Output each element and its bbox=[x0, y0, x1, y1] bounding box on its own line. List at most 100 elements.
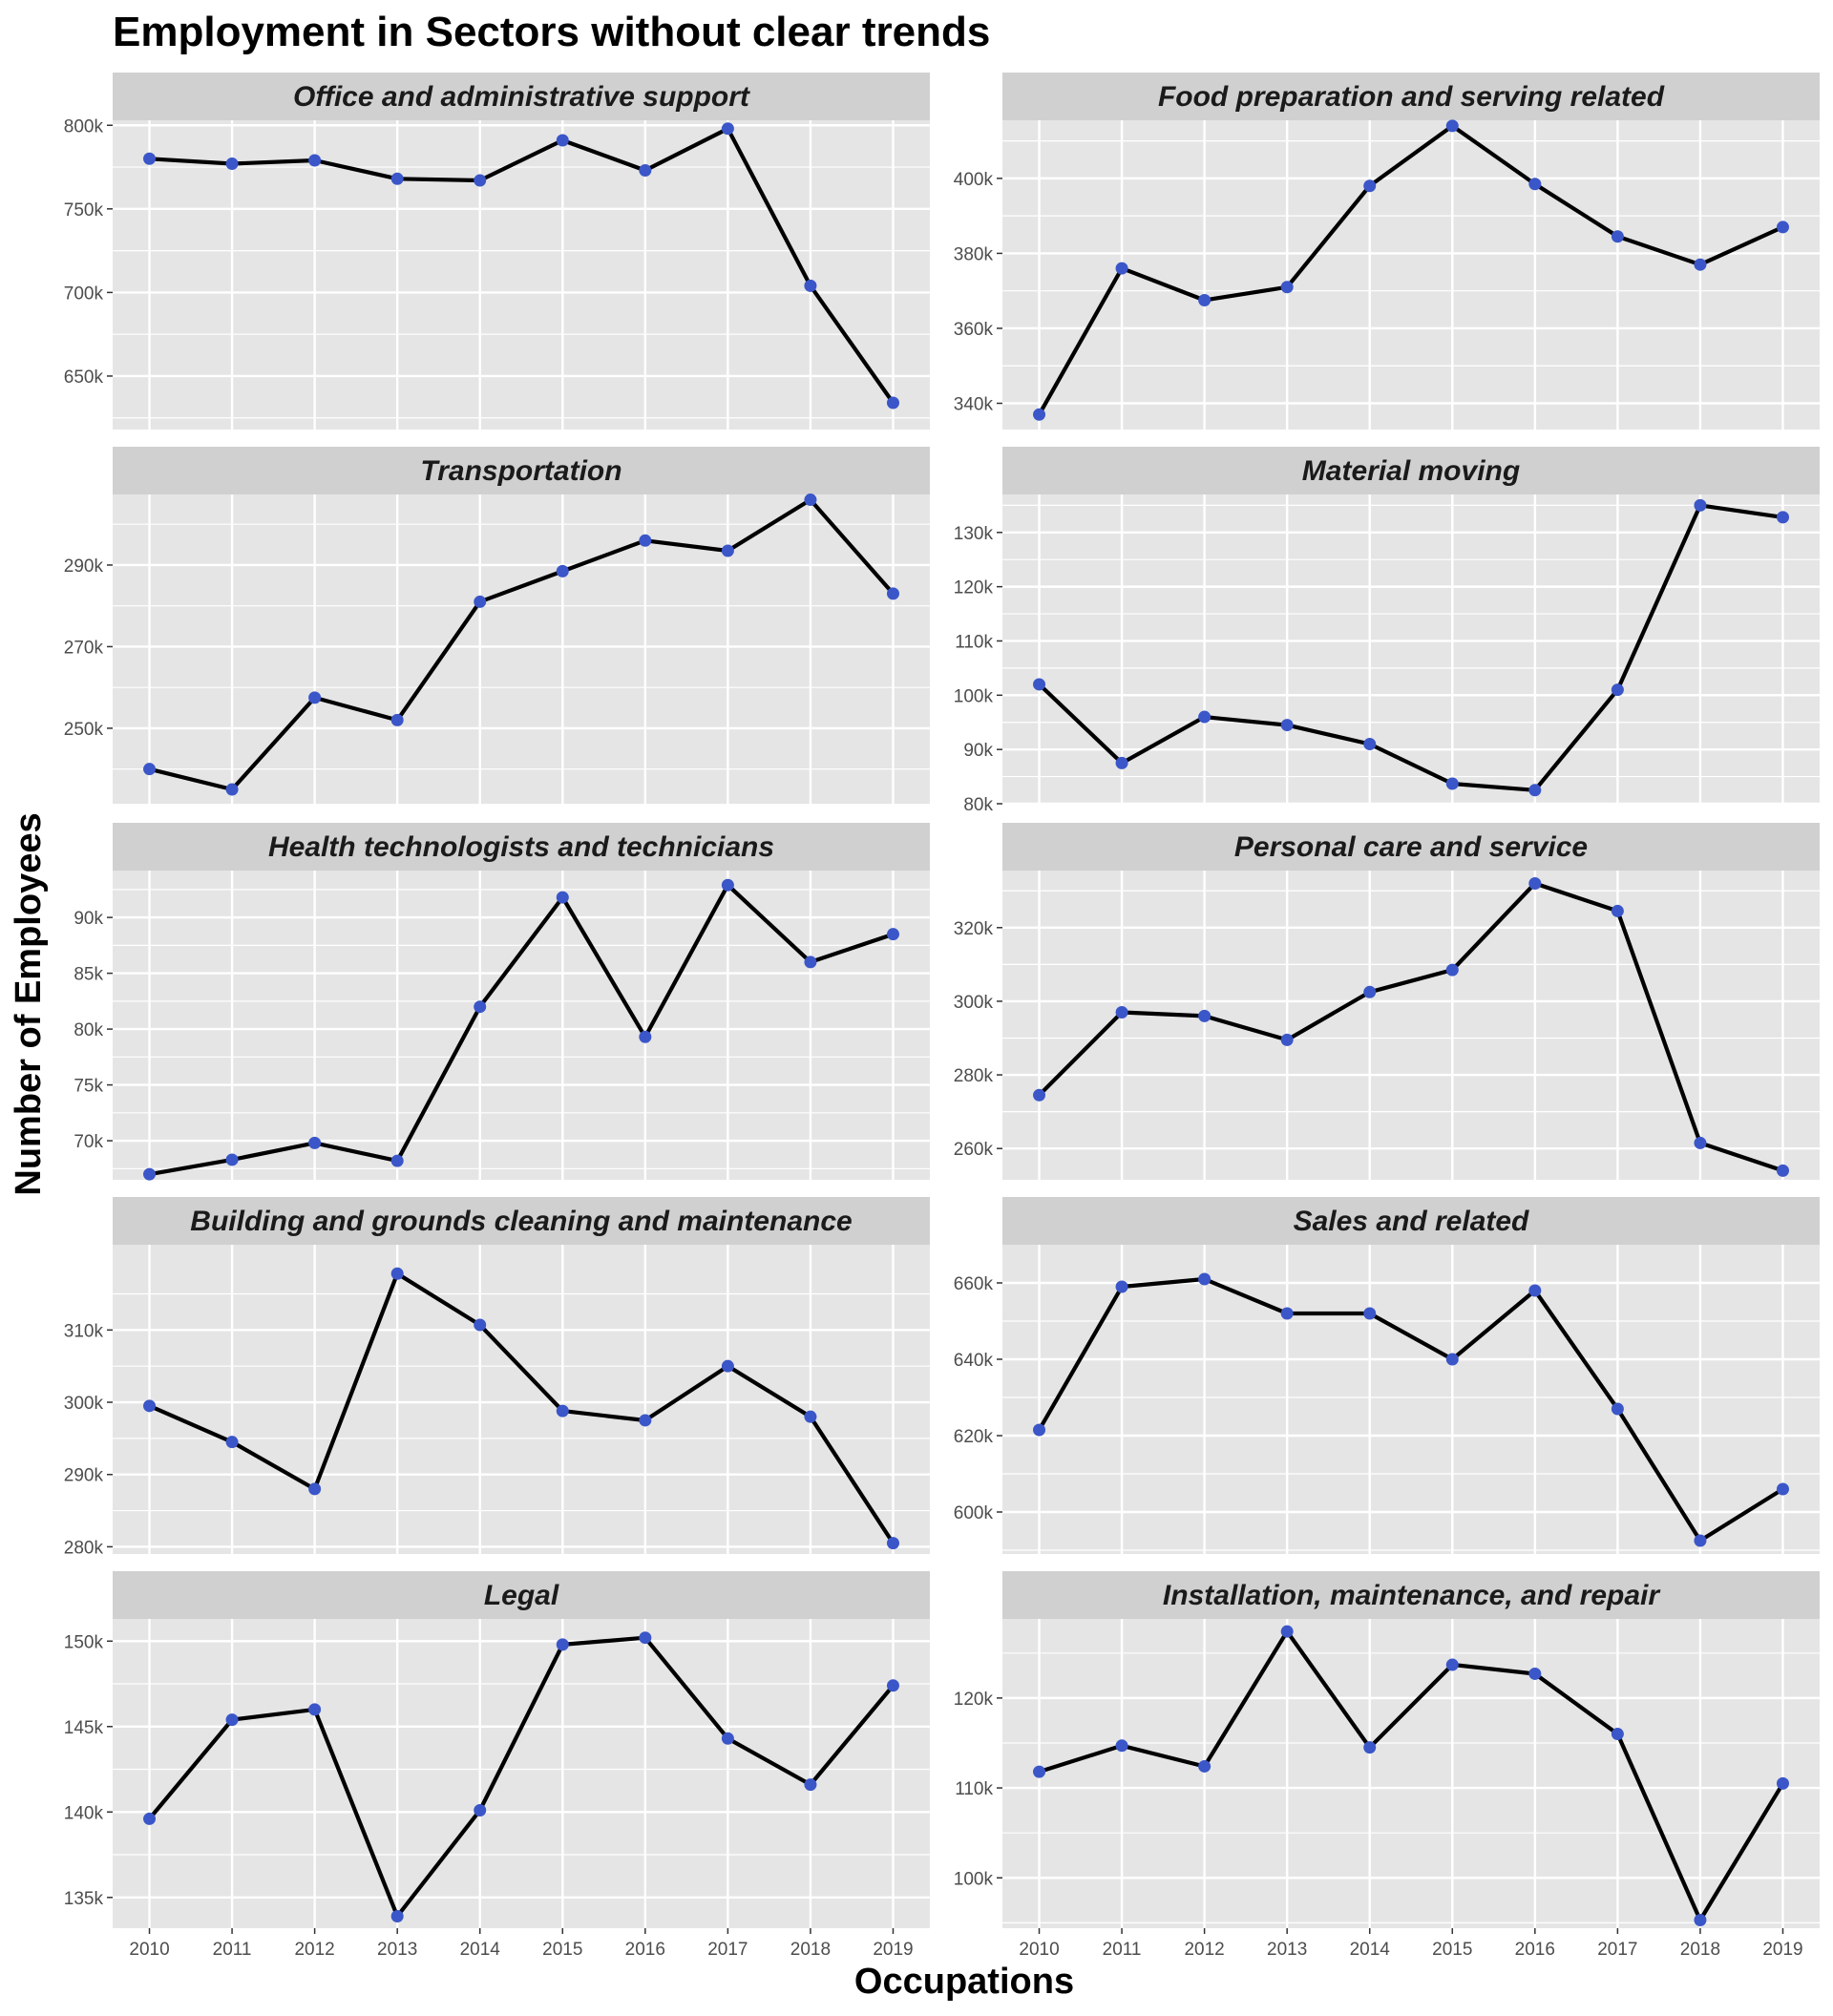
facet-panel: Food preparation and serving related 340k… bbox=[954, 73, 1820, 430]
data-point bbox=[1280, 1625, 1294, 1638]
data-point bbox=[804, 494, 817, 507]
data-point bbox=[886, 587, 899, 600]
data-point bbox=[1033, 408, 1046, 421]
y-tick-label: 120k bbox=[954, 578, 994, 598]
facet-strip bbox=[113, 1571, 930, 1619]
data-point bbox=[556, 1638, 569, 1651]
data-point bbox=[1528, 877, 1542, 890]
data-point bbox=[639, 1030, 652, 1043]
series-line bbox=[1038, 503, 1783, 792]
data-point bbox=[1611, 683, 1624, 697]
data-point bbox=[308, 691, 322, 704]
panel-background bbox=[113, 1619, 930, 1928]
y-tick-label: 120k bbox=[954, 1690, 994, 1710]
x-tick-label: 2017 bbox=[1597, 1940, 1637, 1960]
data-point bbox=[143, 1812, 157, 1825]
panel-background bbox=[113, 1245, 930, 1554]
data-point bbox=[1694, 1914, 1707, 1927]
y-tick-label: 280k bbox=[954, 1066, 994, 1086]
data-point bbox=[1280, 1033, 1294, 1046]
series-line bbox=[1037, 1276, 1784, 1544]
data-point bbox=[1115, 262, 1128, 275]
y-tick-label: 300k bbox=[64, 1394, 104, 1414]
data-point bbox=[1198, 1759, 1211, 1773]
data-point bbox=[1363, 985, 1377, 998]
facet-strip bbox=[1002, 73, 1820, 120]
x-tick-label: 2011 bbox=[1103, 1940, 1142, 1960]
data-point bbox=[1280, 719, 1294, 732]
facet-strip-label: Personal care and service bbox=[1234, 831, 1588, 863]
x-tick-label: 2017 bbox=[707, 1940, 748, 1960]
y-tick-label: 100k bbox=[954, 1869, 994, 1889]
data-point bbox=[1528, 1667, 1542, 1680]
series-line bbox=[148, 497, 895, 792]
facet-panel: Office and administrative support 650k 700… bbox=[64, 73, 930, 430]
y-tick-label: 300k bbox=[954, 993, 994, 1013]
y-tick-label: 150k bbox=[64, 1632, 104, 1652]
panel-background bbox=[1002, 1619, 1820, 1928]
series-line bbox=[149, 883, 895, 1177]
data-point bbox=[1611, 230, 1624, 243]
x-tick-label: 2010 bbox=[129, 1940, 169, 1960]
data-point bbox=[474, 1318, 487, 1332]
facet-strip-label: Building and grounds cleaning and mainte… bbox=[190, 1206, 852, 1237]
y-tick-label: 80k bbox=[74, 1020, 103, 1040]
data-point bbox=[1776, 220, 1789, 234]
x-tick-label: 2010 bbox=[1019, 1940, 1059, 1960]
data-point bbox=[1115, 756, 1128, 769]
y-tick-label: 110k bbox=[955, 1779, 993, 1799]
facet-strip bbox=[1002, 1571, 1820, 1619]
data-point bbox=[1776, 511, 1789, 524]
chart-title: Employment in Sectors without clear tren… bbox=[113, 9, 990, 55]
data-point bbox=[143, 1167, 157, 1181]
panel-background bbox=[1002, 1245, 1820, 1554]
data-point bbox=[225, 1713, 239, 1727]
data-point bbox=[308, 154, 322, 167]
data-point bbox=[639, 164, 652, 178]
facet-panel: Legal 135k 140k 145k 150k 2010 2011 2012 2013 201… bbox=[64, 1571, 930, 1960]
x-tick-label: 2011 bbox=[213, 1940, 252, 1960]
facet-panel: Building and grounds cleaning and mainte… bbox=[64, 1197, 930, 1558]
data-point bbox=[308, 1136, 322, 1149]
facet-panel: Installation, maintenance, and repair 100… bbox=[954, 1571, 1820, 1960]
series-line bbox=[147, 1635, 895, 1919]
data-point bbox=[556, 891, 569, 904]
y-tick-label: 260k bbox=[954, 1140, 994, 1160]
series-line bbox=[1037, 123, 1784, 416]
y-tick-label: 660k bbox=[954, 1274, 994, 1294]
facet-strip bbox=[113, 447, 930, 494]
data-point bbox=[1445, 777, 1459, 790]
data-point bbox=[721, 1359, 734, 1373]
data-point bbox=[721, 1732, 734, 1745]
data-point bbox=[1198, 294, 1211, 307]
data-point bbox=[556, 1404, 569, 1418]
data-point bbox=[474, 595, 487, 608]
y-tick-label: 80k bbox=[963, 795, 993, 815]
data-point bbox=[1115, 1006, 1128, 1018]
data-point bbox=[143, 763, 157, 776]
data-point bbox=[1033, 1088, 1046, 1102]
data-point bbox=[1445, 119, 1459, 133]
y-tick-label: 290k bbox=[64, 1466, 104, 1486]
x-tick-label: 2015 bbox=[1432, 1940, 1472, 1960]
x-axis-title: Occupations bbox=[854, 1962, 1074, 2002]
panel-background bbox=[113, 871, 930, 1180]
y-tick-label: 85k bbox=[74, 965, 103, 985]
data-point bbox=[1363, 1741, 1377, 1754]
data-point bbox=[1445, 963, 1459, 976]
panel-background bbox=[1002, 871, 1820, 1180]
facet-strip-label: Transportation bbox=[420, 455, 622, 487]
data-point bbox=[1198, 1272, 1211, 1286]
x-tick-label: 2016 bbox=[625, 1940, 665, 1960]
data-point bbox=[474, 1803, 487, 1816]
data-point bbox=[390, 1267, 404, 1280]
data-point bbox=[1445, 1658, 1459, 1671]
data-point bbox=[225, 1436, 239, 1449]
series-line bbox=[149, 126, 895, 405]
facet-strip bbox=[1002, 823, 1820, 871]
data-point bbox=[1115, 1280, 1128, 1293]
panel-background bbox=[113, 494, 930, 804]
panel-background bbox=[1002, 494, 1820, 804]
facet-strip bbox=[113, 823, 930, 871]
